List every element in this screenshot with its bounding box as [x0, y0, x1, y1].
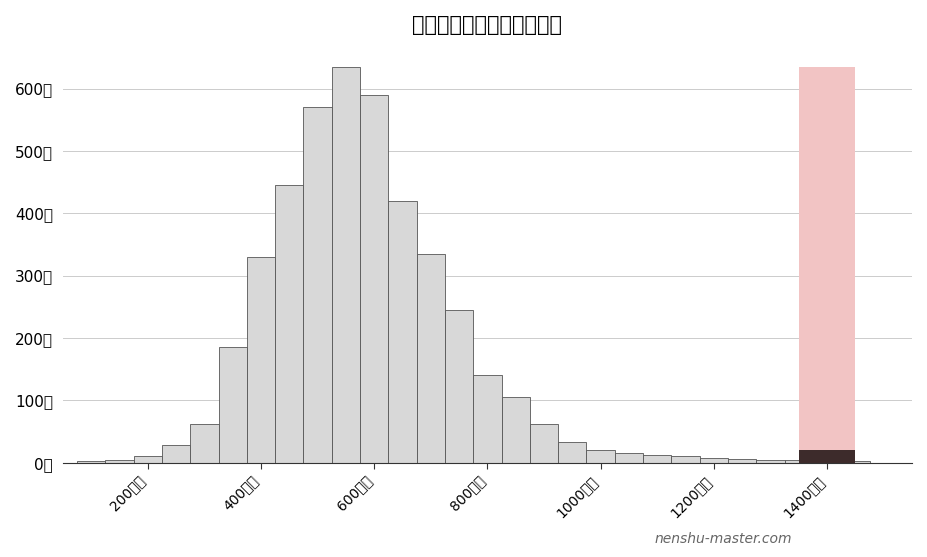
Bar	[728, 459, 756, 463]
Bar	[332, 67, 360, 463]
Bar	[133, 457, 162, 463]
Bar	[106, 460, 133, 463]
Bar	[190, 424, 219, 463]
Bar	[219, 348, 247, 463]
Bar	[756, 460, 784, 463]
Bar	[813, 461, 841, 463]
Bar	[558, 442, 587, 463]
Bar	[445, 310, 474, 463]
Bar	[388, 201, 416, 463]
Bar	[162, 445, 190, 463]
Bar	[360, 95, 388, 463]
Bar	[841, 461, 870, 463]
Title: 三井物産の年収ポジション: 三井物産の年収ポジション	[413, 15, 563, 35]
Bar	[530, 424, 558, 463]
Bar	[671, 457, 700, 463]
Bar	[303, 108, 332, 463]
Bar	[799, 450, 856, 463]
Bar	[474, 375, 502, 463]
Bar	[587, 450, 615, 463]
Bar	[784, 460, 813, 463]
Bar	[275, 185, 303, 463]
Bar	[615, 453, 643, 463]
Text: nenshu-master.com: nenshu-master.com	[654, 532, 792, 546]
Bar	[416, 254, 445, 463]
Bar	[502, 397, 530, 463]
Bar	[700, 458, 728, 463]
Bar	[799, 67, 856, 463]
Bar	[77, 462, 106, 463]
Bar	[247, 257, 275, 463]
Bar	[643, 455, 671, 463]
